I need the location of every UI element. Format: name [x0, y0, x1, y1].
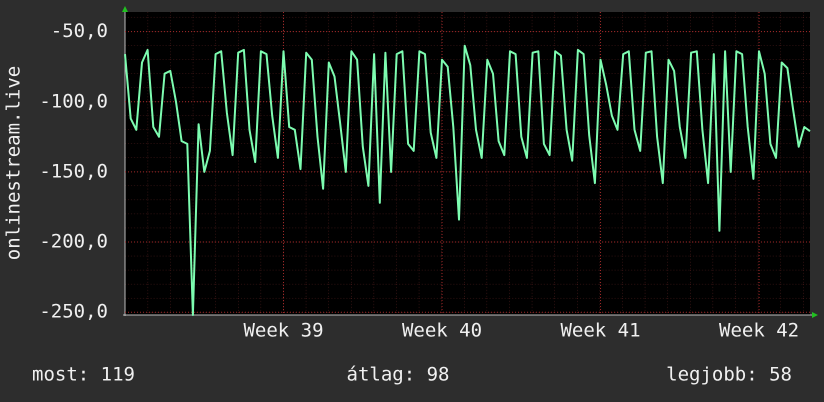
x-arrow	[812, 312, 818, 318]
y-arrow	[122, 6, 128, 12]
y-tick-label: -100,0	[39, 90, 108, 112]
footer-current: most: 119	[32, 364, 135, 386]
y-tick-label: -150,0	[39, 160, 108, 182]
x-tick-label: Week 39	[243, 320, 323, 342]
y-tick-label: -50,0	[51, 20, 108, 42]
data-line	[124, 44, 811, 316]
y-tick-label: -250,0	[39, 301, 108, 323]
x-tick-label: Week 41	[560, 320, 640, 342]
x-tick-label: Week 40	[402, 320, 482, 342]
y-tick-label: -200,0	[39, 231, 108, 253]
footer-average: átlag: 98	[347, 364, 450, 386]
footer-best: legjobb: 58	[666, 364, 792, 386]
minor-grid	[125, 12, 810, 315]
x-tick-label: Week 42	[719, 320, 799, 342]
y-axis-label: onlinestream.live	[3, 66, 25, 260]
